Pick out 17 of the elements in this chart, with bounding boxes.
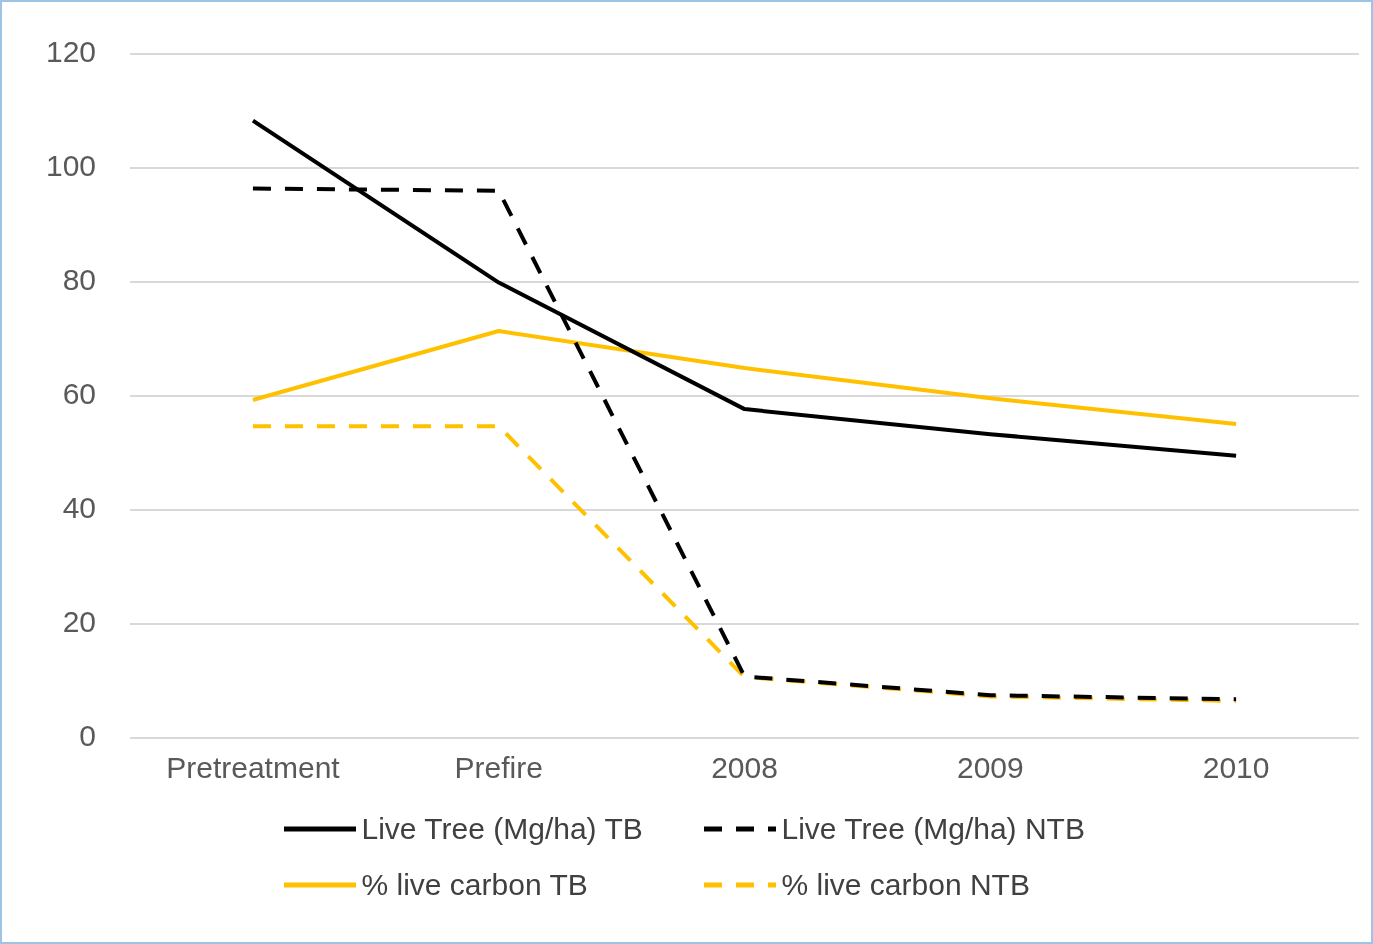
- x-tick-label: 2010: [1202, 751, 1270, 785]
- y-tick-label: 100: [45, 149, 97, 183]
- y-tick-label: 20: [62, 605, 97, 639]
- y-tick-label: 60: [62, 377, 97, 411]
- y-tick-label: 120: [45, 35, 97, 69]
- x-tick-label: 2009: [956, 751, 1024, 785]
- x-tick-label: 2008: [711, 751, 778, 785]
- legend-label: Live Tree (Mg/ha) NTB: [781, 812, 1085, 846]
- x-tick-label: Prefire: [454, 751, 543, 785]
- y-tick-label: 0: [79, 719, 97, 753]
- y-tick-label: 80: [62, 263, 97, 297]
- legend-label: % live carbon TB: [361, 868, 588, 902]
- line-series: [250, 424, 1239, 703]
- legend-label: Live Tree (Mg/ha) TB: [361, 812, 643, 846]
- legend-label: % live carbon NTB: [781, 868, 1030, 902]
- y-tick-label: 40: [62, 491, 97, 525]
- x-tick-label: Pretreatment: [166, 751, 341, 785]
